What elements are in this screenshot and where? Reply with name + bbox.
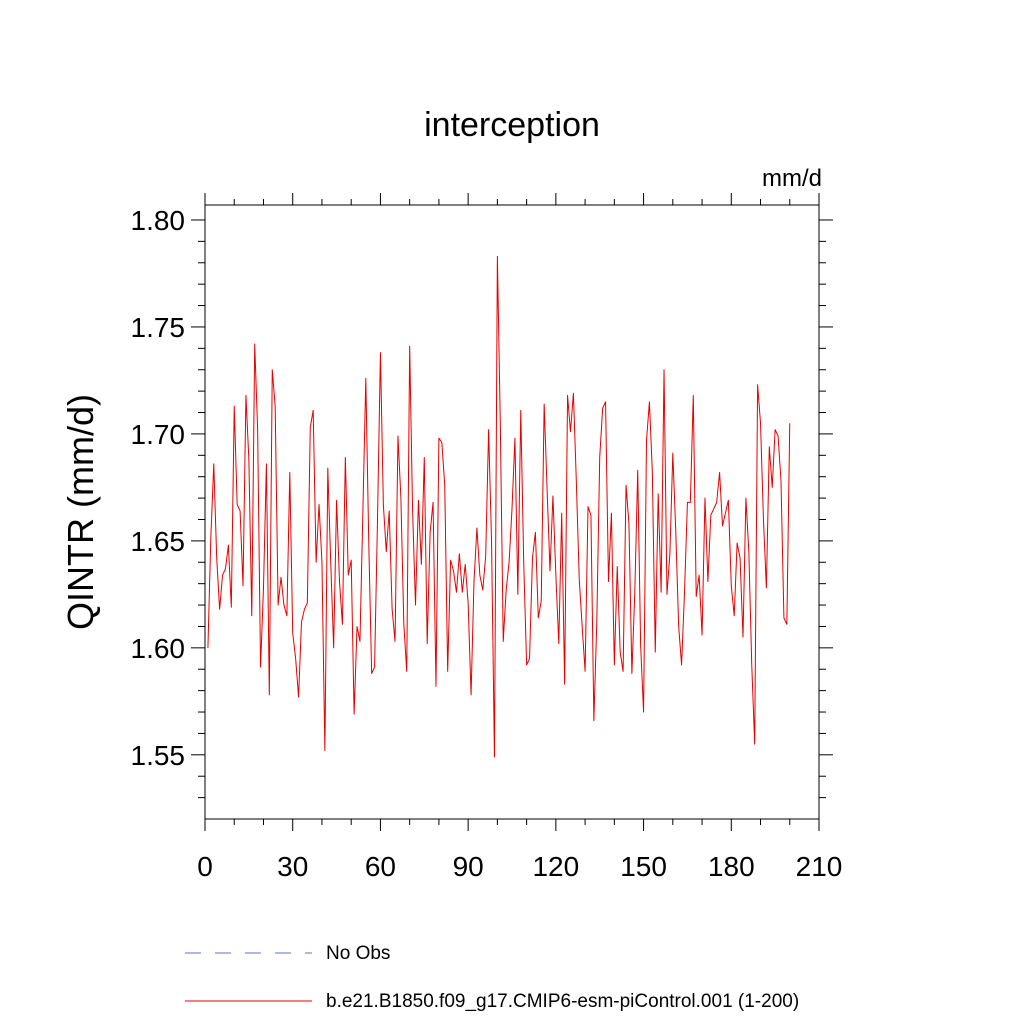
- legend-label-no-obs: No Obs: [326, 943, 390, 964]
- y-axis-label: QINTR (mm/d): [60, 394, 101, 630]
- x-tick-label: 30: [277, 851, 308, 882]
- legend-label-series: b.e21.B1850.f09_g17.CMIP6-esm-piControl.…: [326, 991, 799, 1012]
- axis-tick-labels: 0 30 60 90 120 150 180 210 1.55 1.60 1.65 1.70 1.75 1…: [131, 205, 843, 882]
- x-tick-label: 0: [197, 851, 213, 882]
- x-tick-label: 210: [796, 851, 843, 882]
- y-tick-label: 1.60: [131, 633, 186, 664]
- x-tick-label: 90: [453, 851, 484, 882]
- x-tick-label: 120: [532, 851, 579, 882]
- plot-frame: [204, 204, 820, 820]
- axis-ticks: [191, 193, 833, 831]
- y-tick-label: 1.80: [131, 205, 186, 236]
- x-tick-label: 180: [708, 851, 755, 882]
- y-tick-label: 1.55: [131, 740, 186, 771]
- units-label: mm/d: [762, 165, 822, 192]
- y-tick-label: 1.70: [131, 419, 186, 450]
- x-tick-label: 60: [365, 851, 396, 882]
- y-tick-label: 1.65: [131, 526, 186, 557]
- series-line: [207, 255, 791, 758]
- series-layer: [207, 255, 791, 758]
- chart-title: interception: [424, 106, 600, 144]
- y-tick-label: 1.75: [131, 312, 186, 343]
- x-tick-label: 150: [620, 851, 667, 882]
